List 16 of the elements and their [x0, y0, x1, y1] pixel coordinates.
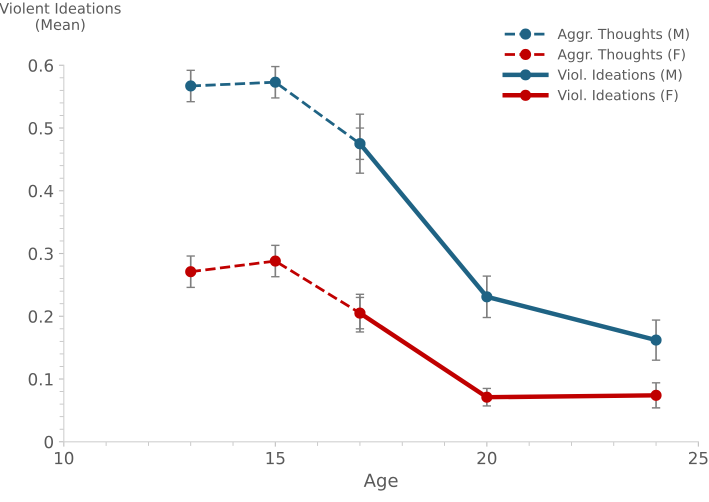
y-tick-label: 0.6	[28, 59, 54, 72]
y-tick-label: 0.4	[28, 184, 54, 198]
y-tick-label: 0.3	[28, 247, 53, 260]
y-tick-label: 0.5	[28, 122, 53, 135]
y-tick-label: 0.1	[28, 372, 53, 386]
legend-label: Aggr. Thoughts (M)	[558, 28, 689, 42]
legend-label: Viol. Ideations (F)	[558, 90, 678, 102]
x-tick-label: 15	[266, 452, 284, 464]
y-tick-label: 0.2	[28, 310, 52, 323]
x-tick-label: 20	[477, 452, 496, 464]
x-tick-label: 10	[55, 452, 74, 464]
legend-label: Viol. Ideations (M)	[558, 69, 682, 82]
y-tick-label: 0	[44, 436, 53, 448]
x-axis-title: Age	[364, 474, 398, 491]
x-tick-label: 25	[688, 452, 708, 464]
legend-label: Aggr. Thoughts (F)	[558, 48, 685, 62]
